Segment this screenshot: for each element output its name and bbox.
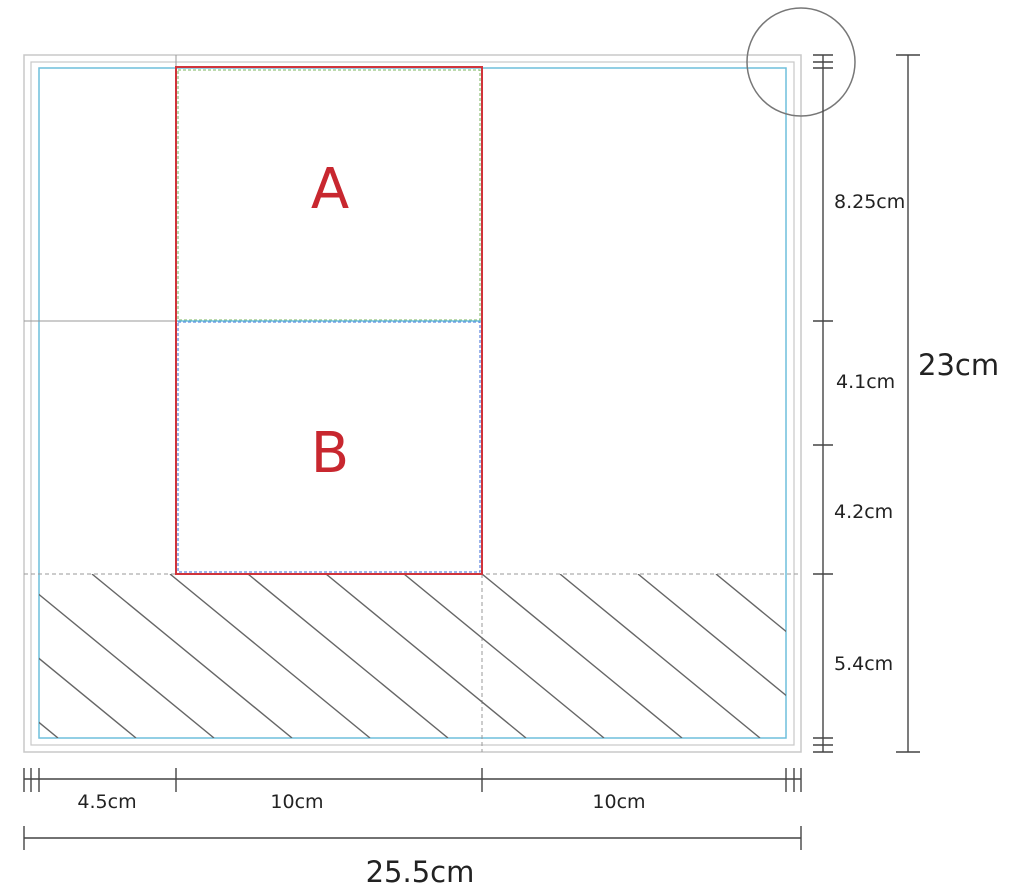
panel-outline (175, 66, 483, 575)
inner-frame (30, 61, 795, 746)
panel-b-inner-dash (177, 321, 481, 573)
hatched-area (39, 574, 786, 738)
outer-frame (23, 54, 802, 753)
total-width-label: 25.5cm (366, 855, 475, 889)
vertical-tick-marks (813, 54, 833, 753)
detail-circle (746, 7, 856, 117)
width-left-label: 4.5cm (77, 791, 136, 813)
panel-a-inner-dash (177, 69, 481, 321)
bleed-line (38, 67, 787, 739)
width-right-label: 10cm (592, 791, 645, 813)
height-2-label: 4.1cm (836, 371, 895, 393)
height-top-label: 8.25cm (834, 191, 905, 213)
panel-b-label: B (311, 421, 349, 486)
panel-a-label: A (311, 157, 349, 222)
horizontal-tick-marks (23, 768, 802, 792)
total-height-label: 23cm (918, 348, 999, 382)
height-3-label: 4.2cm (834, 501, 893, 523)
height-bottom-label: 5.4cm (834, 653, 893, 675)
width-mid-label: 10cm (270, 791, 323, 813)
